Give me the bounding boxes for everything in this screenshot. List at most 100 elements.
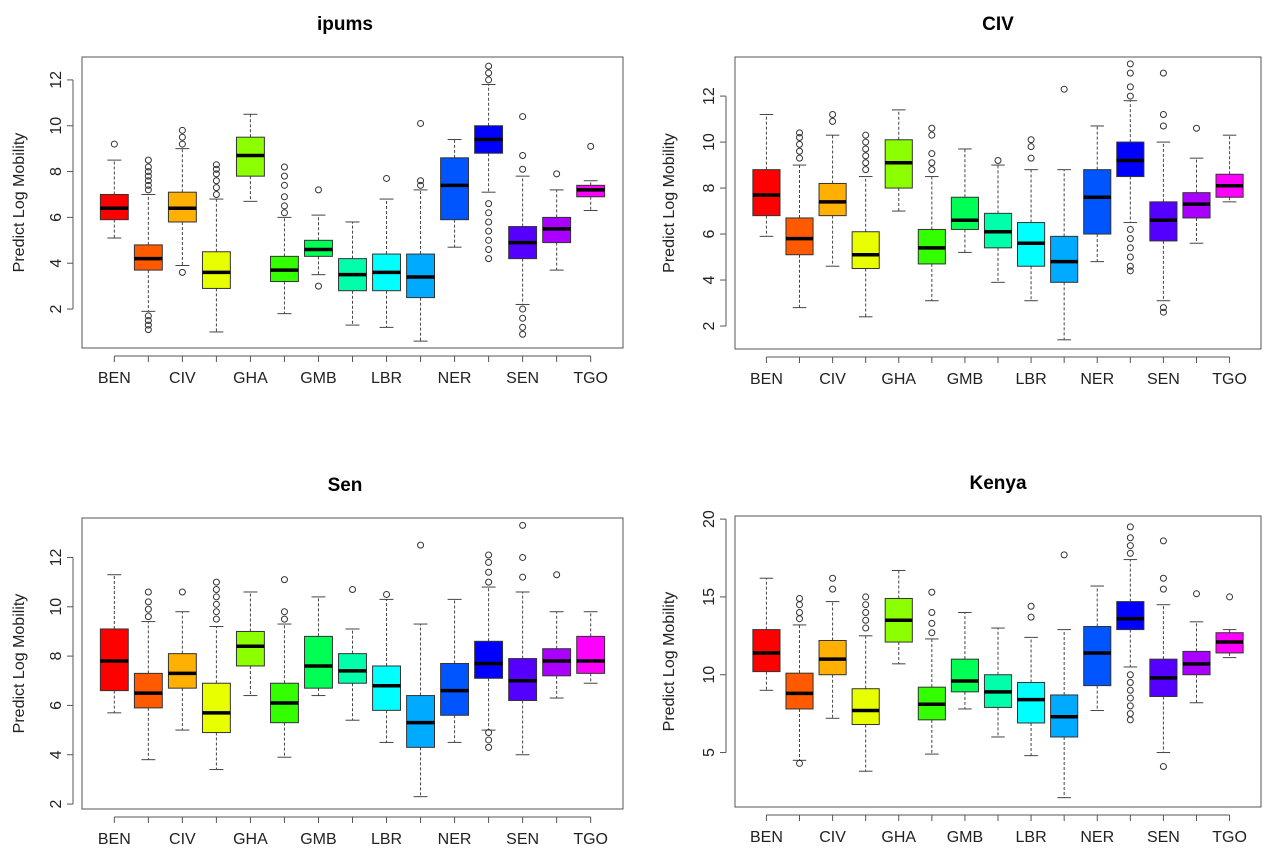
box-group [1083, 585, 1112, 712]
y-tick-label: 6 [48, 213, 65, 222]
y-axis-label: Predict Log Mobility [661, 592, 678, 732]
boxplot-kenya: Kenya Predict Log Mobility 5 10 15 20 BEN CIV GH… [661, 473, 1262, 846]
outlier-point [862, 159, 870, 167]
outlier-point [144, 186, 152, 194]
box-group [201, 578, 231, 771]
outlier-point [144, 163, 152, 171]
x-tick-label: LBR [1016, 371, 1047, 388]
box [201, 251, 231, 289]
y-axis-label: Predict Log Mobility [11, 133, 28, 273]
box [1083, 625, 1112, 687]
box-group [851, 593, 880, 772]
box [474, 640, 504, 679]
outlier-point [144, 312, 152, 320]
box-group [576, 142, 606, 212]
x-tick-label: GMB [300, 831, 336, 848]
y-tick-label: 12 [48, 548, 65, 566]
outlier-point [519, 165, 527, 173]
box [201, 682, 231, 734]
x-tick-label: CIV [169, 370, 196, 387]
outlier-point [485, 578, 493, 586]
outlier-point [144, 613, 152, 621]
outlier-point [212, 586, 220, 594]
box [950, 196, 979, 230]
y-tick-label: 10 [48, 117, 65, 135]
y-tick-label: 6 [701, 229, 718, 238]
outlier-point [1159, 110, 1167, 118]
outlier-point [485, 736, 493, 744]
outlier-point [1159, 69, 1167, 77]
box [785, 672, 814, 710]
x-tick-label: LBR [371, 370, 402, 387]
outlier-point [1126, 686, 1134, 694]
y-tick-label: 20 [701, 510, 718, 528]
outlier-point [519, 573, 527, 581]
outlier-point [796, 133, 804, 141]
outlier-point [144, 156, 152, 164]
boxplot-sen: Sen Predict Log Mobility 2 4 6 8 10 12 BEN CIV GHA… [11, 475, 624, 848]
outlier-point [1126, 716, 1134, 724]
x-tick-label: SEN [1147, 371, 1180, 388]
box [133, 672, 163, 709]
outlier-point [1159, 308, 1167, 316]
y-axis-label: Predict Log Mobility [11, 594, 28, 734]
box [950, 658, 979, 693]
outlier-point [417, 181, 425, 189]
panel-sen: Sen Predict Log Mobility 2 4 6 8 10 12 BEN CIV GHA… [0, 424, 634, 849]
outlier-point [212, 161, 220, 169]
outlier-point [144, 605, 152, 613]
outlier-point [280, 172, 288, 180]
box-group [269, 576, 299, 758]
outlier-point [1159, 537, 1167, 545]
outlier-point [829, 110, 837, 118]
outlier-point [1226, 593, 1234, 601]
box [372, 665, 401, 711]
outlier-point [1126, 267, 1134, 275]
outlier-point [1192, 124, 1200, 132]
x-tick-label: GMB [947, 829, 983, 846]
outlier-point [314, 282, 322, 290]
outlier-point [349, 586, 356, 594]
outlier-point [485, 568, 493, 576]
outlier-point [280, 576, 288, 584]
outlier-point [796, 601, 804, 609]
outlier-point [417, 119, 425, 127]
box-group [884, 569, 913, 665]
outlier-point [862, 616, 870, 624]
outlier-point [1126, 253, 1134, 261]
outlier-point [280, 615, 288, 623]
outlier-point [144, 317, 152, 325]
outlier-point [1126, 244, 1134, 252]
box-group [1215, 593, 1244, 659]
box-group [1017, 602, 1046, 757]
outlier-point [862, 138, 870, 146]
outlier-point [796, 608, 804, 616]
box [338, 653, 367, 684]
outlier-point [1159, 304, 1167, 312]
box [1017, 682, 1046, 724]
outlier-point [110, 140, 118, 148]
box-group [167, 126, 197, 276]
box-group [133, 588, 163, 761]
outlier-point [796, 594, 804, 602]
chart-title: ipums [317, 14, 373, 35]
y-tick-label: 6 [48, 701, 65, 710]
x-tick-label: GHA [233, 370, 268, 387]
x-tick-label: GHA [881, 829, 916, 846]
outlier-point [212, 615, 220, 623]
outlier-point [1126, 235, 1134, 243]
box-group [1215, 134, 1244, 203]
outlier-point [1126, 83, 1134, 91]
outlier-point [280, 163, 288, 171]
outlier-point [1126, 69, 1134, 77]
box [1050, 235, 1079, 283]
x-tick-label: GMB [947, 371, 983, 388]
outlier-point [796, 129, 804, 137]
outlier-point [519, 113, 527, 121]
y-tick-label: 4 [701, 275, 718, 284]
box-group [1116, 60, 1145, 275]
panel-kenya: Kenya Predict Log Mobility 5 10 15 20 BEN CIV GH… [650, 424, 1269, 849]
outlier-point [212, 177, 220, 185]
box [752, 629, 781, 673]
outlier-point [280, 202, 288, 210]
